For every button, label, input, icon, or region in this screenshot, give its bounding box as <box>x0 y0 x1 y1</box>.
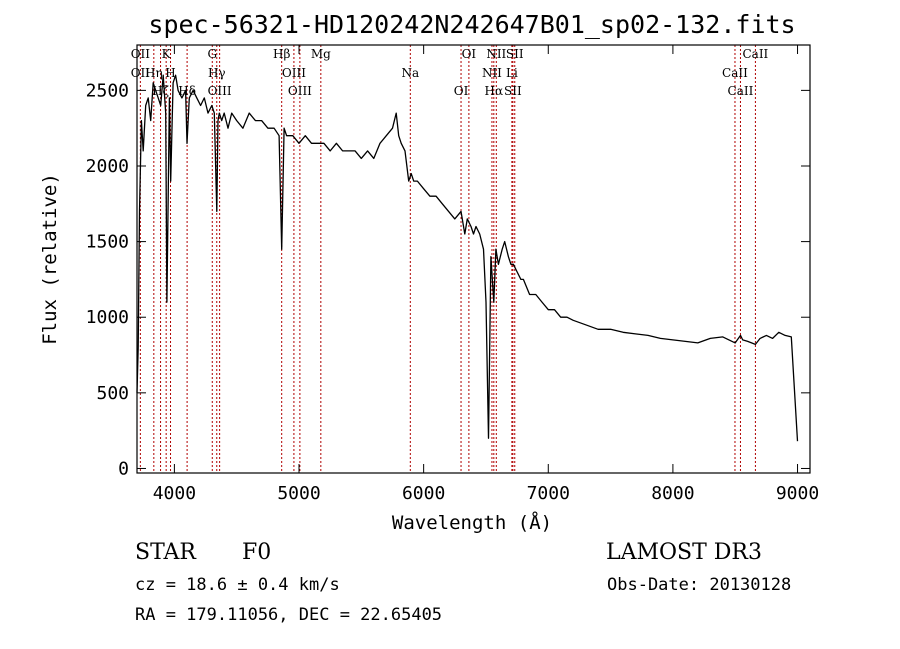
survey-name: LAMOST DR3 <box>606 540 762 565</box>
line-label-11-0: OIII <box>288 84 312 98</box>
object-class: STAR <box>135 540 197 565</box>
x-tick-label-3: 7000 <box>527 483 570 504</box>
redshift-text: cz = 18.6 ± 0.4 km/s <box>135 575 340 595</box>
line-label-20-0: SII <box>504 84 522 98</box>
line-label-9-0: Hβ <box>273 47 290 61</box>
line-label-1-0: Hη <box>145 66 163 80</box>
chart-title: spec-56321-HD120242N242647B01_sp02-132.f… <box>148 10 795 39</box>
line-label-23-0: CaII <box>728 84 754 98</box>
coordinates-text: RA = 179.11056, DEC = 22.65405 <box>135 605 442 625</box>
line-label-13-0: Na <box>401 66 419 80</box>
y-tick-label-5: 2500 <box>86 80 129 101</box>
line-label-0-1: OII <box>131 66 151 80</box>
y-tick-label-2: 1000 <box>86 307 129 328</box>
line-label-21-0: SII <box>506 47 524 61</box>
y-axis-label: Flux (relative) <box>39 173 61 345</box>
y-tick-label-3: 1500 <box>86 232 129 253</box>
spectrum-series-line <box>136 74 799 442</box>
x-tick-label-4: 8000 <box>651 483 694 504</box>
line-label-10-0: OIII <box>282 66 306 80</box>
line-label-0-0: OII <box>131 47 151 61</box>
x-tick-label-0: 4000 <box>153 483 196 504</box>
obs-date-text: Obs-Date: 20130128 <box>607 575 791 595</box>
line-label-22-0: CaII <box>722 66 748 80</box>
x-tick-label-1: 5000 <box>277 483 320 504</box>
line-label-6-0: G <box>207 47 217 61</box>
axis-ticks: 4000 5000 6000 7000 8000 9000 0 500 1000 1500 2000… <box>86 45 819 504</box>
x-axis-label: Wavelength (Å) <box>392 511 552 534</box>
line-label-15-0: OI <box>462 47 477 61</box>
line-label-17-0: Hα <box>485 84 504 98</box>
y-tick-label-4: 2000 <box>86 156 129 177</box>
spectral-line-labels: OIIOIIHηHζKHHδGHγOIIIHβOIIIOIIIMgNaOIOIN… <box>131 47 769 98</box>
x-tick-label-5: 9000 <box>776 483 819 504</box>
line-label-12-0: Mg <box>311 47 331 61</box>
y-tick-label-0: 0 <box>118 458 129 479</box>
plot-frame <box>136 44 811 474</box>
line-label-8-0: OIII <box>208 84 232 98</box>
line-label-14-0: OI <box>454 84 469 98</box>
object-subclass: F0 <box>242 540 271 565</box>
line-label-24-0: CaII <box>742 47 768 61</box>
y-tick-label-1: 500 <box>96 383 129 404</box>
line-label-16-0: NII <box>482 66 502 80</box>
line-label-4-0: H <box>165 66 175 80</box>
line-label-18-0: NII <box>486 47 506 61</box>
spectral-line-markers <box>139 45 756 473</box>
x-tick-label-2: 6000 <box>402 483 445 504</box>
line-label-3-0: K <box>162 47 172 61</box>
line-label-7-0: Hγ <box>208 66 226 80</box>
line-label-19-0: Li <box>506 66 518 80</box>
